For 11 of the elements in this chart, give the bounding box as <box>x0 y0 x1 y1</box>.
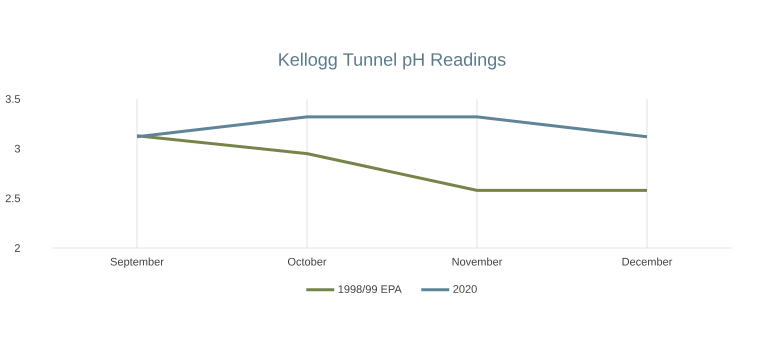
x-tick-label: October <box>288 258 326 266</box>
x-tick-label: December <box>622 258 672 266</box>
chart-title: Kellogg Tunnel pH Readings <box>279 52 506 70</box>
y-tick-label: 2 <box>14 244 20 252</box>
y-tick-label: 3 <box>14 144 20 153</box>
legend-label: 2020 <box>453 285 477 293</box>
y-tick-label: 2.5 <box>6 194 20 202</box>
x-tick-label: November <box>452 258 502 266</box>
x-tick-label: September <box>110 258 164 268</box>
legend-label: 1998/99 EPA <box>338 284 402 294</box>
y-tick-label: 3.5 <box>6 95 20 103</box>
